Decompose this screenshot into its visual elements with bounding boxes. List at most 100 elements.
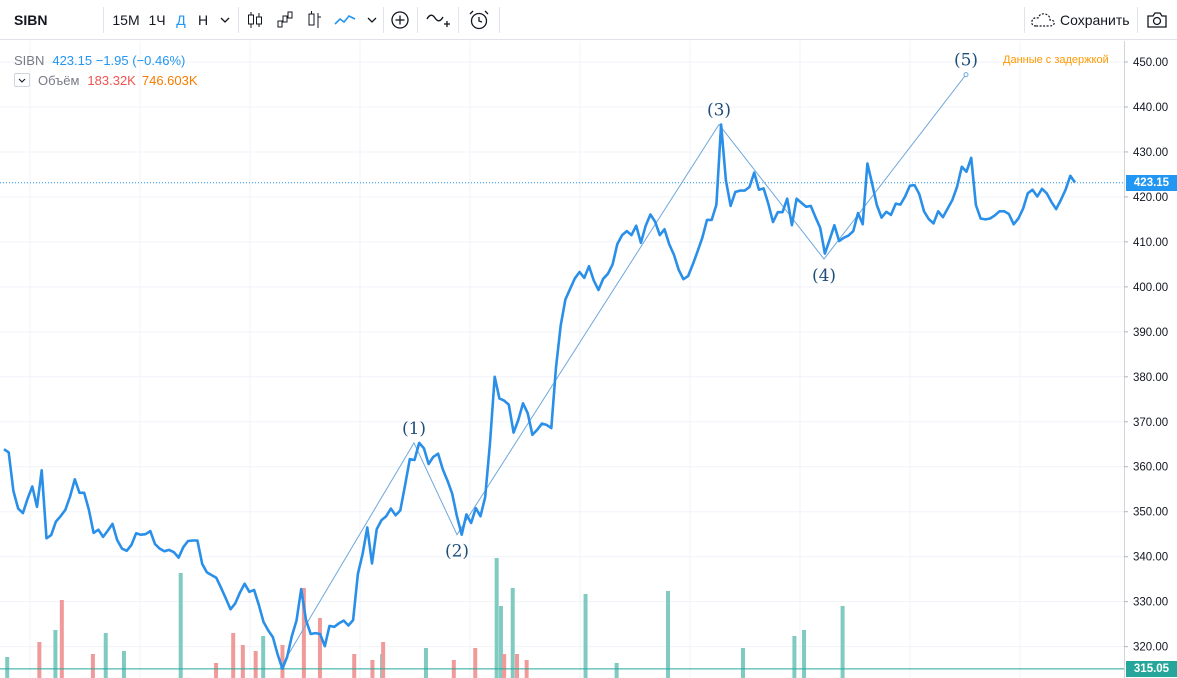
axis-tick-label: 360.00 (1133, 462, 1168, 474)
axis-tick-label: 410.00 (1133, 237, 1168, 249)
axis-tick-label: 330.00 (1133, 597, 1168, 609)
axis-tick-label: 340.00 (1133, 552, 1168, 564)
low-price-label: 315.05 (1126, 660, 1177, 677)
volume-bar-up (510, 588, 515, 678)
volume-bar-down (352, 654, 357, 678)
bars-button[interactable] (304, 0, 326, 40)
volume-bar-up (498, 606, 503, 678)
line-chart-button[interactable] (333, 0, 357, 40)
cloud-icon (1031, 13, 1055, 27)
legend-symbol: SIBN (14, 52, 45, 68)
volume-label: Объём (38, 72, 80, 88)
volume-bar-up (840, 606, 845, 678)
axis-tick-label: 320.00 (1133, 642, 1168, 654)
volume-bar-up (5, 657, 10, 678)
axis-tick-label: 440.00 (1133, 102, 1168, 114)
toolbar-divider (417, 7, 418, 33)
volume-bar-up (666, 591, 671, 678)
price-axis[interactable]: 450.00 440.00 430.00 420.00 410.00 400.00 390.… (1124, 41, 1168, 678)
axis-tick-label: 390.00 (1133, 327, 1168, 339)
chart-legend: SIBN 423.15 −1.95 (−0.46%) Объём 183.32K… (14, 50, 198, 90)
volume-bar-down (301, 588, 306, 678)
axis-tick-label: 420.00 (1133, 192, 1168, 204)
axis-tick-label: 430.00 (1133, 147, 1168, 159)
volume-bar-up (261, 636, 266, 678)
volume-bar-up (802, 630, 807, 678)
axis-tick-label: 350.00 (1133, 507, 1168, 519)
volume-bar-down (231, 633, 236, 678)
top-toolbar: SIBN 15M 1Ч Д Н (0, 0, 1177, 40)
volume-bar-up (121, 651, 126, 678)
volume-bar-down (381, 642, 386, 678)
chevron-down-icon (367, 17, 377, 23)
candles-icon (248, 12, 262, 28)
price-series-line (3, 123, 1077, 671)
chart-type-dropdown[interactable] (364, 0, 380, 40)
legend-collapse-button[interactable] (14, 73, 30, 87)
indicators-button[interactable] (423, 0, 453, 40)
toolbar-divider (1024, 7, 1025, 33)
toolbar-divider (103, 7, 104, 33)
wave-label: (2) (445, 542, 469, 562)
camera-icon (1147, 12, 1167, 28)
volume-bar-down (502, 654, 507, 678)
candles-button[interactable] (244, 0, 266, 40)
volume-bar-down (59, 600, 64, 678)
alarm-clock-icon (469, 10, 489, 30)
volume-bar-up (103, 633, 108, 678)
volume-bar-down (240, 645, 245, 678)
plus-circle-icon (391, 11, 409, 29)
legend-main-series: SIBN 423.15 −1.95 (−0.46%) (14, 50, 198, 70)
elliott-wave-drawing[interactable] (279, 74, 967, 669)
wave-label: (4) (812, 266, 836, 286)
interval-15m[interactable]: 15M (112, 12, 140, 28)
wave-label: (1) (402, 419, 426, 439)
axis-tick-label: 400.00 (1133, 282, 1168, 294)
grid-lines (0, 41, 1124, 678)
legend-change: −1.95 (−0.46%) (95, 52, 186, 68)
axis-tick-label: 380.00 (1133, 372, 1168, 384)
interval-day[interactable]: Д (176, 12, 186, 28)
volume-bar-up (53, 630, 58, 678)
delayed-data-note[interactable]: Данные с задержкой (1003, 54, 1109, 66)
axis-tick-label: 450.00 (1133, 57, 1168, 69)
volume-bar-down (214, 663, 219, 678)
alert-button[interactable] (465, 0, 493, 40)
line-chart-icon (334, 15, 356, 25)
last-price-label: 423.15 (1126, 174, 1177, 191)
volume-bar-down (317, 618, 322, 678)
step-chart-icon (277, 11, 293, 28)
chevron-down-icon (18, 78, 26, 83)
volume-bar-down (280, 645, 285, 678)
wave-end-handle (963, 72, 969, 78)
legend-volume: Объём 183.32K 746.603K (14, 70, 198, 90)
snapshot-button[interactable] (1143, 0, 1171, 40)
volume-bar-up (614, 663, 619, 678)
chevron-down-icon (220, 17, 230, 23)
volume-bar-up (792, 636, 797, 678)
symbol-search-button[interactable]: SIBN (14, 12, 48, 28)
toolbar-divider (383, 7, 384, 33)
toolbar-divider (458, 7, 459, 33)
chart-style-button[interactable] (274, 0, 296, 40)
toolbar-divider (1137, 7, 1138, 33)
volume-bar-up (740, 648, 745, 678)
interval-1h[interactable]: 1Ч (148, 12, 166, 28)
volume-ma-value: 746.603K (141, 72, 198, 88)
volume-bar-up (494, 558, 499, 678)
volume-bar-down (90, 654, 95, 678)
volume-bar-down (253, 651, 258, 678)
interval-dropdown[interactable] (217, 0, 233, 40)
compare-button[interactable] (388, 0, 412, 40)
save-button[interactable]: Сохранить (1030, 0, 1132, 40)
wave-labels: (1) (2) (3) (4) (5) (402, 51, 978, 562)
wave-label: (3) (707, 101, 731, 121)
bars-icon (308, 11, 321, 28)
save-label: Сохранить (1060, 12, 1130, 28)
volume-bar-up (423, 648, 428, 678)
price-chart[interactable]: (1) (2) (3) (4) (5) 450.00 440.00 430.00 420.00… (0, 41, 1177, 678)
wave-label: (5) (954, 51, 978, 71)
volume-bar-down (515, 654, 520, 678)
volume-bar-up (583, 594, 588, 678)
interval-week[interactable]: Н (197, 12, 209, 28)
